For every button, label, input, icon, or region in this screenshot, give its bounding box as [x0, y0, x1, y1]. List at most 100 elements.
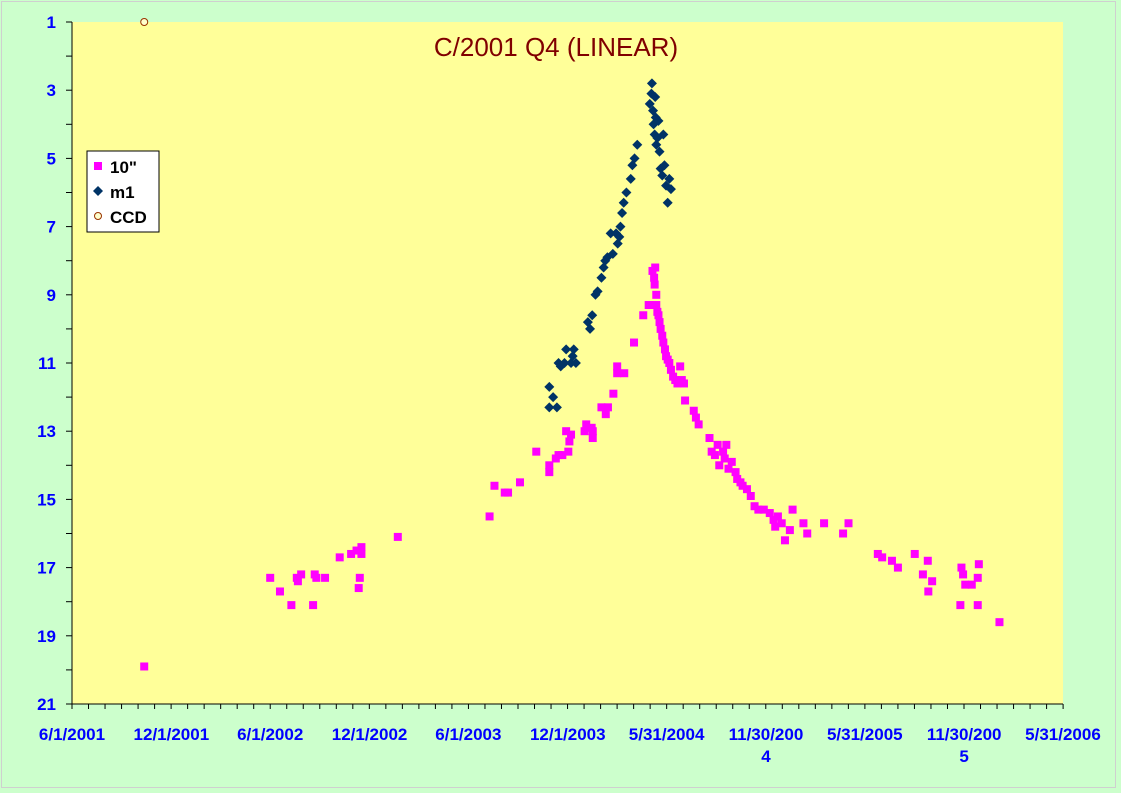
data-point-10in — [287, 601, 296, 610]
data-point-10in — [597, 403, 606, 412]
data-point-10in — [347, 549, 356, 558]
data-point-10in — [738, 481, 747, 490]
legend-label: CCD — [110, 208, 147, 227]
data-point-10in — [352, 546, 361, 555]
data-point-10in — [650, 280, 659, 289]
data-point-10in — [545, 461, 554, 470]
data-point-10in — [928, 577, 937, 586]
data-point-m1 — [654, 146, 665, 157]
data-point-10in — [799, 519, 808, 528]
data-point-10in — [844, 519, 853, 528]
series-diamond — [544, 78, 676, 413]
data-point-10in — [582, 420, 591, 429]
x-tick-label: 11/30/200 — [927, 725, 1002, 744]
data-point-10in — [961, 580, 970, 589]
data-point-10in — [788, 505, 797, 514]
data-point-m1 — [605, 228, 616, 239]
data-point-10in — [335, 553, 344, 562]
data-point-10in — [292, 573, 301, 582]
data-point-10in — [355, 573, 364, 582]
data-point-10in — [588, 427, 597, 436]
data-point-m1 — [596, 272, 607, 283]
data-point-10in — [973, 601, 982, 610]
x-tick-label: 6/1/2001 — [39, 725, 105, 744]
x-tick-label: 6/1/2003 — [435, 725, 501, 744]
data-point-10in — [887, 556, 896, 565]
data-point-10in — [660, 345, 669, 354]
data-point-m1 — [629, 153, 640, 164]
series-square — [140, 263, 1004, 671]
x-tick-label: 12/1/2002 — [332, 725, 408, 744]
y-tick-label: 5 — [47, 149, 56, 168]
data-point-10in — [630, 338, 639, 347]
data-point-10in — [620, 369, 629, 378]
data-point-10in — [771, 522, 780, 531]
data-point-10in — [312, 573, 321, 582]
data-point-10in — [727, 457, 736, 466]
data-point-m1 — [567, 351, 578, 362]
data-point-10in — [651, 263, 660, 272]
x-tick-label: 5/31/2006 — [1025, 725, 1101, 744]
data-point-10in — [923, 556, 932, 565]
y-tick-label: 17 — [37, 559, 56, 578]
data-point-10in — [515, 478, 524, 487]
data-point-10in — [654, 311, 663, 320]
data-point-10in — [689, 406, 698, 415]
data-point-10in — [652, 301, 661, 310]
y-tick-label: 15 — [37, 490, 56, 509]
data-point-10in — [742, 485, 751, 494]
y-tick-label: 11 — [38, 354, 56, 373]
x-tick-label: 6/1/2002 — [237, 725, 303, 744]
data-point-10in — [656, 324, 665, 333]
data-point-m1 — [662, 197, 673, 208]
data-point-10in — [558, 451, 567, 460]
data-point-m1 — [621, 187, 632, 198]
data-point-10in — [532, 447, 541, 456]
data-point-10in — [893, 563, 902, 572]
data-point-m1 — [93, 186, 103, 196]
data-point-10in — [545, 468, 554, 477]
data-point-10in — [562, 427, 571, 436]
data-point-10in — [140, 662, 149, 671]
chart-title: C/2001 Q4 (LINEAR) — [434, 32, 678, 62]
data-point-10in — [995, 618, 1004, 627]
data-point-10in — [650, 273, 659, 282]
data-point-10in — [724, 464, 733, 473]
legend-label: 10" — [110, 158, 137, 177]
data-point-10in — [580, 427, 589, 436]
data-point-10in — [839, 529, 848, 538]
data-point-m1 — [559, 358, 570, 368]
data-point-m1 — [665, 184, 676, 195]
data-point-m1 — [644, 98, 655, 109]
data-point-10in — [613, 369, 622, 378]
data-point-10in — [321, 573, 330, 582]
data-point-10in — [655, 318, 664, 327]
y-tick-label: 7 — [47, 218, 56, 237]
y-tick-label: 13 — [37, 422, 56, 441]
x-tick-label: 5 — [959, 747, 968, 766]
data-point-10in — [567, 430, 576, 439]
data-point-10in — [967, 580, 976, 589]
data-point-m1 — [646, 78, 657, 89]
data-point-10in — [754, 505, 763, 514]
data-point-m1 — [659, 160, 670, 171]
data-point-10in — [609, 389, 618, 398]
series-circle — [140, 18, 149, 26]
legend-label: m1 — [110, 183, 135, 202]
data-point-m1 — [607, 248, 618, 259]
data-point-10in — [918, 570, 927, 579]
data-point-m1 — [657, 170, 668, 181]
data-point-m1 — [615, 221, 626, 232]
data-point-10in — [357, 549, 366, 558]
x-tick-label: 5/31/2004 — [629, 725, 705, 744]
data-point-10in — [713, 440, 722, 449]
data-point-10in — [973, 573, 982, 582]
data-point-m1 — [614, 231, 625, 242]
data-point-10in — [504, 488, 513, 497]
data-point-m1 — [561, 344, 572, 355]
data-point-m1 — [598, 262, 609, 273]
data-point-10in — [354, 584, 363, 593]
data-point-10in — [676, 362, 685, 371]
data-point-m1 — [587, 310, 598, 321]
data-point-10in — [665, 359, 674, 367]
